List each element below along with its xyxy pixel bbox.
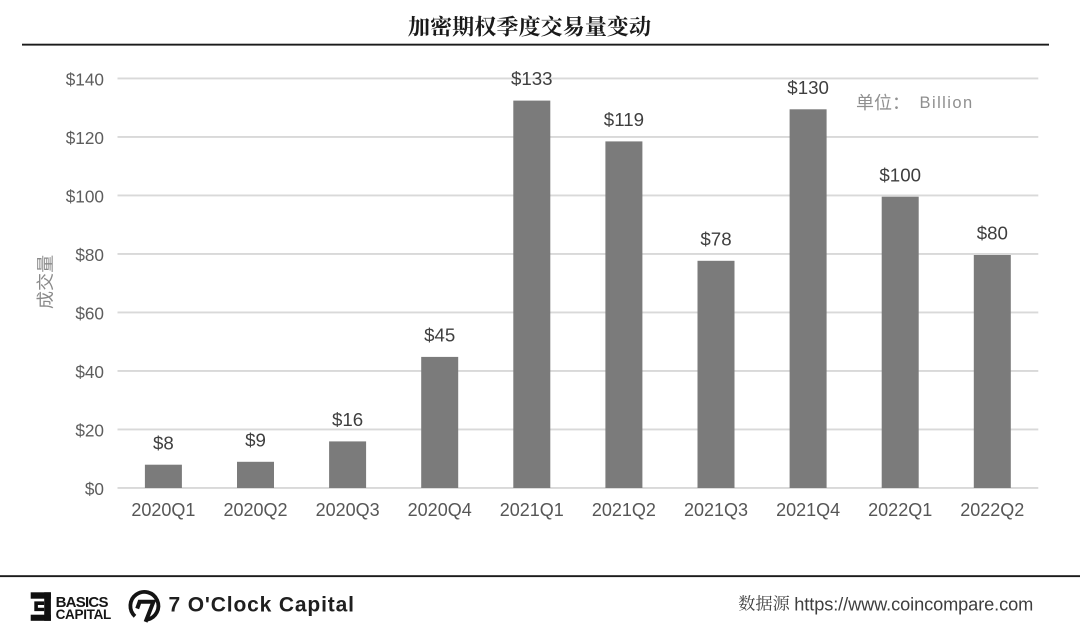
svg-text:$80: $80 [977, 223, 1008, 244]
svg-text:$16: $16 [332, 409, 363, 430]
svg-text:2021Q2: 2021Q2 [592, 500, 656, 520]
svg-text:$40: $40 [75, 362, 104, 382]
svg-text:2020Q3: 2020Q3 [316, 500, 380, 520]
svg-text:$119: $119 [604, 109, 644, 130]
svg-text:$8: $8 [153, 432, 174, 453]
svg-text:2020Q4: 2020Q4 [408, 500, 472, 520]
svg-text:$9: $9 [245, 429, 266, 450]
svg-text:$45: $45 [424, 325, 455, 346]
svg-text:2022Q1: 2022Q1 [868, 500, 932, 520]
svg-text:$140: $140 [66, 69, 104, 89]
svg-text:$120: $120 [66, 128, 104, 148]
svg-text:https://www.coincompare.com: https://www.coincompare.com [794, 595, 1033, 615]
svg-text:2022Q2: 2022Q2 [960, 500, 1024, 520]
svg-text:$80: $80 [75, 245, 104, 265]
svg-text:$20: $20 [75, 421, 104, 441]
svg-text:$100: $100 [879, 164, 921, 185]
svg-text:2020Q2: 2020Q2 [223, 500, 287, 520]
svg-text:$130: $130 [787, 77, 829, 98]
svg-text:2020Q1: 2020Q1 [131, 500, 195, 520]
svg-text:$100: $100 [66, 186, 104, 206]
svg-text:$133: $133 [511, 68, 553, 89]
svg-text:$78: $78 [700, 228, 731, 249]
svg-text:BASICS: BASICS [56, 594, 109, 611]
svg-text:Billion: Billion [920, 94, 974, 112]
svg-text:$60: $60 [75, 304, 104, 324]
svg-text:7 O'Clock Capital: 7 O'Clock Capital [169, 593, 355, 616]
svg-text:2021Q1: 2021Q1 [500, 500, 564, 520]
svg-text:2021Q3: 2021Q3 [684, 500, 748, 520]
svg-text:CAPITAL: CAPITAL [56, 607, 111, 622]
svg-text:2021Q4: 2021Q4 [776, 500, 840, 520]
svg-text:$0: $0 [85, 479, 104, 499]
